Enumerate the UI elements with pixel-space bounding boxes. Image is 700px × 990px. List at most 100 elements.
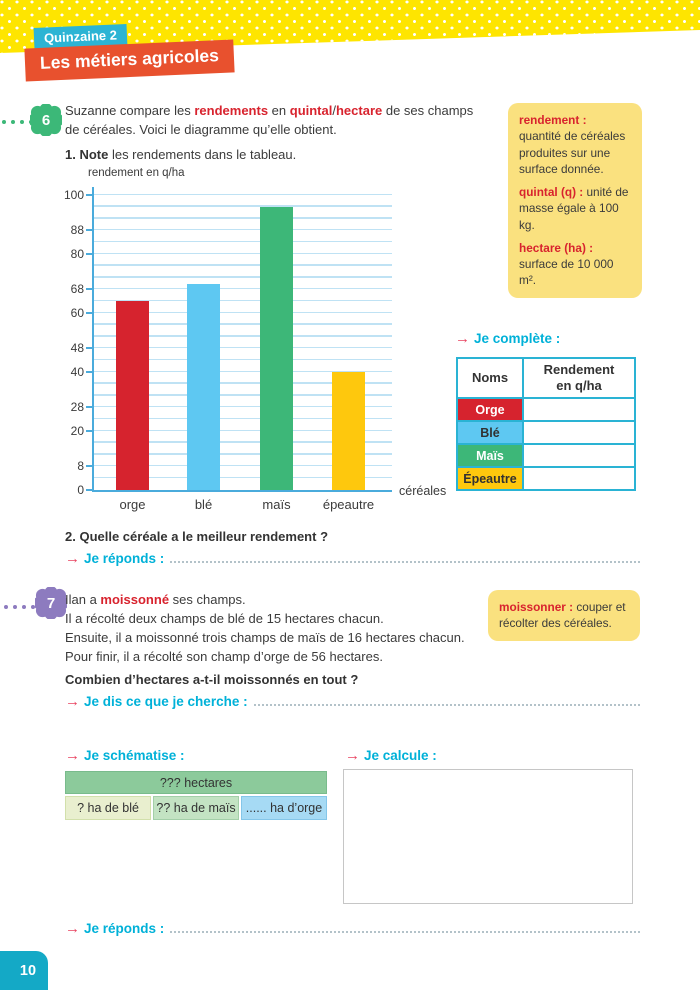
category-label-maïs: maïs	[262, 497, 291, 512]
category-label-blé: blé	[194, 497, 213, 512]
y-axis-tick	[86, 253, 94, 255]
chart-gridline	[94, 335, 392, 337]
y-axis-tick-label: 28	[70, 400, 84, 415]
intro-text: de ses champs	[382, 103, 474, 118]
table-row: Orge	[456, 397, 636, 422]
schema-part-cell[interactable]: ...... ha d’orge	[241, 796, 327, 820]
y-axis-tick	[86, 288, 94, 291]
je-cherche-row: → Je dis ce que je cherche :	[65, 694, 640, 709]
rendement-value-cell[interactable]	[522, 466, 636, 491]
arrow-icon: →	[65, 693, 80, 710]
y-axis-tick	[86, 347, 94, 350]
definition-text: couper et récolter des céréales.	[499, 600, 626, 631]
chart-gridline	[94, 382, 392, 384]
bar-chart-plot: céréales 0 8 20 28 40 48 60 68 80 88 100 orge blé maï…	[64, 187, 446, 512]
y-axis-tick	[86, 465, 94, 468]
chart-x-axis-label: céréales	[399, 484, 447, 498]
chart-gridline	[94, 405, 392, 408]
schema-part-cell[interactable]: ? ha de blé	[65, 796, 151, 820]
ex7-text: ses champs.	[169, 592, 246, 607]
dot-icon	[4, 605, 8, 609]
ex7-line-3: Ensuite, il a moissonné trois champs de …	[65, 630, 465, 645]
schema-part-cell[interactable]: ?? ha de maïs	[153, 796, 239, 820]
y-axis-tick-label: 100	[63, 188, 84, 202]
table-row: Maïs	[456, 443, 636, 468]
y-axis-tick-label: 60	[70, 306, 84, 320]
definition-term: rendement :	[519, 113, 587, 127]
je-calcule-heading: → Je calcule :	[345, 748, 437, 763]
exercise6-intro: Suzanne compare les rendements en quinta…	[65, 101, 515, 164]
chart-gridline	[94, 429, 392, 431]
ex7-line-2: Il a récolté deux champs de blé de 15 he…	[65, 611, 384, 626]
intro-line-1: Suzanne compare les rendements en quinta…	[65, 101, 515, 120]
chart-gridline	[94, 370, 392, 372]
dot-icon	[2, 120, 6, 124]
answer-line[interactable]	[170, 561, 640, 563]
ex7-line-1: Ilan a moissonné ses champs.	[65, 590, 495, 609]
completion-table-body: Orge Blé Maïs Épeautre	[456, 397, 636, 491]
dot-icon	[11, 120, 15, 124]
exercise7-question: Combien d’hectares a-t-il moissonnés en …	[65, 672, 359, 687]
definition-term: moissonner :	[499, 600, 574, 614]
completion-table: Noms Rendement en q/ha Orge Blé Maïs Épeaut…	[456, 357, 636, 491]
chart-gridline	[94, 453, 392, 455]
table-header-row: Noms Rendement en q/ha	[456, 357, 636, 399]
chart-gridline	[94, 264, 392, 266]
schema-total-cell[interactable]: ??? hectares	[65, 771, 327, 794]
chart-gridline	[94, 464, 392, 467]
y-axis-tick	[86, 430, 94, 432]
chart-bar-épeautre	[332, 372, 365, 490]
dot-icon	[22, 605, 26, 609]
exercise7-leader-dots	[4, 605, 35, 609]
y-axis-tick	[86, 312, 94, 314]
rendement-value-cell[interactable]	[522, 397, 636, 422]
keyword-moissonne: moissonné	[100, 592, 170, 607]
y-axis-tick	[86, 194, 94, 196]
chart-gridline	[94, 323, 392, 325]
dot-icon	[31, 605, 35, 609]
exercise6-question2: 2. Quelle céréale a le meilleur rendemen…	[65, 529, 329, 544]
table-row: Blé	[456, 420, 636, 445]
y-axis-tick-label: 48	[70, 341, 84, 356]
definitions-box: rendement : quantité de céréales produit…	[508, 103, 642, 298]
rendement-value-cell[interactable]	[522, 420, 636, 445]
je-cherche-label: Je dis ce que je cherche :	[84, 694, 248, 709]
chart-gridline	[94, 346, 392, 349]
y-axis-tick	[86, 371, 94, 373]
y-axis-tick-label: 88	[70, 223, 84, 238]
cereal-name-cell: Orge	[456, 397, 524, 422]
calculation-box[interactable]	[343, 769, 633, 904]
chart-gridline	[94, 193, 392, 195]
exercise6-number: 6	[42, 112, 50, 129]
y-axis-tick-label: 8	[77, 459, 84, 474]
keyword-quintal: quintal	[289, 103, 333, 118]
category-label-épeautre: épeautre	[322, 497, 375, 512]
answer-line[interactable]	[170, 931, 640, 933]
answer-line[interactable]	[253, 704, 640, 706]
moissonner-definition-box: moissonner : couper et récolter des céré…	[488, 590, 640, 641]
arrow-icon: →	[65, 550, 80, 567]
intro-text: /	[332, 103, 336, 118]
chart-gridline	[94, 358, 392, 361]
y-axis-tick	[86, 406, 94, 409]
exercise6-number-badge: 6	[28, 103, 64, 137]
definition-item: quintal (q) : unité de masse égale à 100…	[519, 184, 631, 233]
exercise7-text: Ilan a moissonné ses champs. Il a récolt…	[65, 590, 495, 689]
exercise7-number: 7	[47, 595, 55, 612]
schema-parts-row: ? ha de blé?? ha de maïs...... ha d’orge	[65, 796, 327, 820]
page-number-tab: 10	[0, 951, 48, 990]
chart-gridline	[94, 240, 392, 243]
chart-gridline	[94, 252, 392, 254]
arrow-icon: →	[65, 747, 80, 764]
chart-gridline	[94, 217, 392, 219]
je-schematise-heading: → Je schématise :	[65, 748, 185, 763]
chart-gridline	[94, 299, 392, 302]
schema-bar-model: ??? hectares ? ha de blé?? ha de maïs...…	[65, 771, 327, 820]
y-axis-tick-label: 40	[70, 365, 84, 379]
arrow-icon: →	[345, 747, 360, 764]
rendement-value-cell[interactable]	[522, 443, 636, 468]
je-schematise-label: Je schématise :	[84, 748, 185, 763]
definition-item: moissonner : couper et récolter des céré…	[499, 599, 629, 632]
col-header-rendement: Rendement en q/ha	[522, 357, 636, 399]
chart-bar-orge	[116, 301, 149, 490]
